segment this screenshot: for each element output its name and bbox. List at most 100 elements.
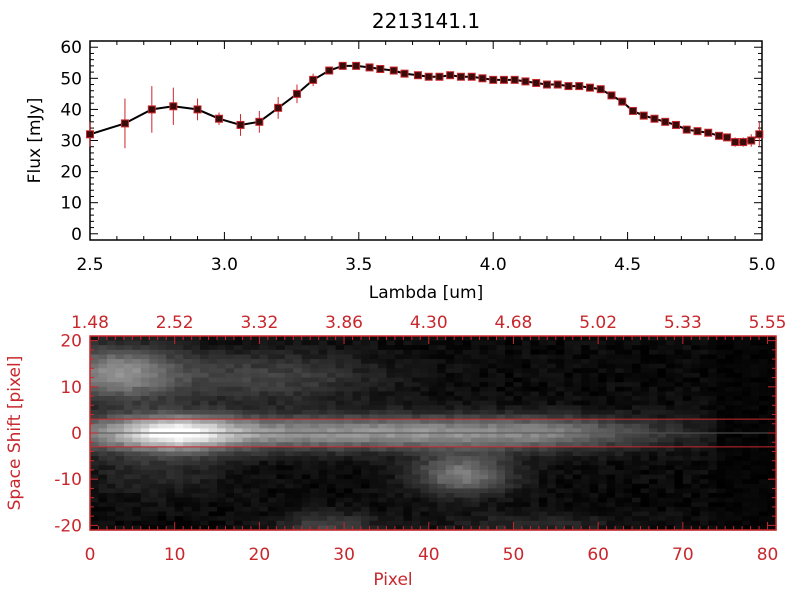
image-pixel [301,368,311,374]
image-pixel [437,368,447,374]
image-pixel [648,382,659,388]
image-pixel [750,474,760,480]
image-pixel [225,423,235,429]
image-pixel [572,433,582,439]
image-pixel [191,488,201,494]
image-pixel [488,340,498,346]
image-pixel [648,469,659,476]
image-pixel [682,405,692,411]
image-pixel [403,493,413,499]
image-pixel [200,451,210,457]
image-pixel [208,386,218,393]
image-pixel [462,469,472,476]
image-pixel [632,396,642,402]
image-pixel [632,488,642,494]
image-pixel [115,391,125,397]
image-pixel [428,525,438,531]
image-pixel [327,336,337,342]
image-pixel [598,363,608,369]
image-pixel [742,377,752,383]
image-pixel [361,469,371,476]
image-pixel [530,511,540,517]
image-pixel [250,372,260,379]
image-pixel [149,428,159,434]
image-pixel [750,460,760,466]
image-pixel [445,474,455,480]
image-pixel [725,368,735,374]
image-pixel [369,493,379,499]
image-pixel [598,460,608,466]
image-pixel [589,363,599,369]
image-pixel [564,336,574,342]
image-pixel [555,488,565,494]
image-pixel [420,460,430,466]
image-pixel [123,497,133,503]
image-pixel [581,525,591,531]
image-pixel [344,442,354,448]
image-pixel [750,423,760,429]
image-pixel [538,469,548,476]
image-pixel [665,368,675,374]
image-pixel [394,520,404,526]
image-pixel [581,493,591,499]
image-pixel [233,465,244,471]
image-pixel [471,502,481,508]
image-pixel [665,354,675,360]
image-pixel [521,359,531,365]
image-pixel [352,419,362,425]
image-pixel [708,433,718,439]
image-pixel [479,349,489,356]
image-pixel [623,465,633,471]
image-pixel [157,437,167,443]
image-pixel [267,377,277,383]
image-pixel [759,502,769,508]
image-pixel [149,405,159,411]
image-pixel [284,409,294,416]
image-pixel [361,345,371,351]
image-pixel [166,433,176,439]
image-pixel [250,349,260,356]
image-pixel [513,442,523,448]
image-pixel [233,442,244,448]
image-pixel [640,516,650,522]
image-pixel [640,377,650,383]
image-pixel [445,391,455,397]
image-pixel [555,474,565,480]
image-pixel [132,502,142,508]
image-pixel [632,502,642,508]
image-pixel [598,386,608,393]
image-pixel [428,377,438,383]
image-pixel [157,520,167,526]
image-pixel [606,502,616,508]
image-pixel [555,368,565,374]
image-pixel [98,511,108,517]
image-pixel [233,428,244,434]
image-pixel [708,437,718,443]
data-point [352,61,361,70]
image-pixel [682,336,692,342]
image-pixel [208,382,218,388]
image-pixel [572,359,582,365]
image-pixel [674,345,684,351]
image-pixel [174,474,184,480]
image-pixel [488,433,498,439]
image-pixel [267,460,277,466]
image-pixel [386,474,396,480]
image-pixel [716,391,726,397]
image-pixel [132,340,142,346]
image-pixel [225,363,235,369]
image-pixel [572,349,582,356]
image-pixel [471,354,481,360]
image-pixel [310,465,320,471]
image-pixel [606,382,616,388]
image-pixel [174,525,184,531]
image-pixel [462,493,472,499]
image-pixel [521,396,531,402]
image-pixel [386,446,396,453]
image-pixel [301,405,311,411]
image-pixel [759,520,769,526]
image-pixel [767,363,777,369]
image-pixel [115,372,125,379]
image-pixel [682,368,692,374]
image-pixel [369,465,379,471]
